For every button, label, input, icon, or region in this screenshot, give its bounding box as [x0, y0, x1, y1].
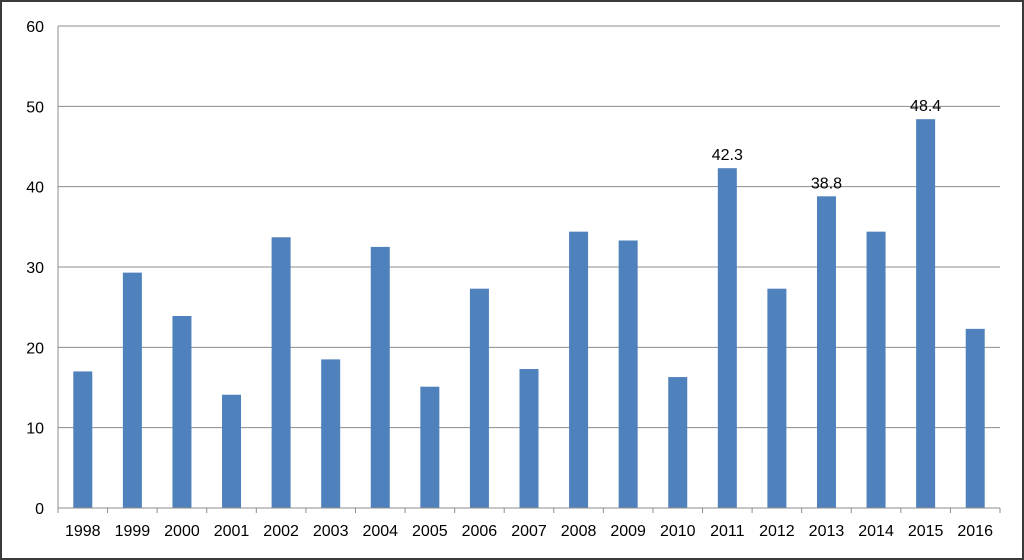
bar-2010	[668, 377, 688, 508]
bar-2005	[420, 386, 440, 508]
bar-2011	[717, 168, 737, 508]
bar-1998	[73, 371, 93, 508]
x-tick-label-1999: 1999	[115, 523, 151, 540]
x-tick-label-2011: 2011	[710, 523, 745, 540]
x-tick-label-2016: 2016	[957, 523, 993, 540]
x-tick-label-2003: 2003	[313, 523, 349, 540]
bars	[73, 119, 985, 509]
bar-2003	[321, 359, 341, 508]
bar-2015	[916, 119, 936, 508]
data-label-2015: 48.4	[910, 98, 941, 115]
data-label-2011: 42.3	[712, 147, 743, 164]
y-tick-label: 40	[26, 180, 44, 197]
gridlines	[58, 25, 1000, 429]
bar-1999	[122, 272, 142, 508]
bar-2002	[271, 237, 291, 508]
x-tick-label-2000: 2000	[164, 523, 200, 540]
bar-2012	[767, 288, 787, 508]
data-label-2013: 38.8	[811, 175, 842, 192]
bar-2016	[965, 328, 985, 508]
y-tick-label: 30	[26, 260, 44, 277]
x-tick-label-2001: 2001	[214, 523, 250, 540]
x-tick-label-2002: 2002	[263, 523, 299, 540]
y-tick-label: 0	[35, 501, 44, 518]
bar-2008	[569, 231, 589, 509]
x-tick-label-2015: 2015	[908, 523, 944, 540]
bar-2000	[172, 316, 192, 508]
bar-2007	[519, 369, 539, 508]
bar-2006	[469, 288, 489, 508]
x-tick-label-2013: 2013	[809, 523, 845, 540]
y-tick-label: 50	[26, 99, 44, 116]
y-tick-label: 20	[26, 340, 44, 357]
bar-2013	[816, 196, 836, 508]
bar-2001	[222, 394, 242, 508]
bar-2014	[866, 231, 886, 509]
x-tick-label-2005: 2005	[412, 523, 448, 540]
x-tick-label-2008: 2008	[561, 523, 597, 540]
labels: 0 10 20 30 40 50 60 1998 1999 2000 2001 2002 2003 200…	[26, 19, 993, 540]
y-tick-label: 10	[26, 421, 44, 438]
bar-2009	[618, 240, 638, 509]
x-tick-label-2009: 2009	[610, 523, 646, 540]
x-tick-label-1998: 1998	[65, 523, 101, 540]
x-tick-label-2014: 2014	[858, 523, 894, 540]
x-tick-label-2006: 2006	[462, 523, 498, 540]
x-tick-label-2007: 2007	[511, 523, 547, 540]
x-tick-label-2012: 2012	[759, 523, 795, 540]
x-tick-label-2010: 2010	[660, 523, 696, 540]
y-tick-label: 60	[26, 19, 44, 36]
x-tick-label-2004: 2004	[362, 523, 398, 540]
bar-2004	[370, 246, 390, 508]
axes	[57, 26, 1001, 513]
